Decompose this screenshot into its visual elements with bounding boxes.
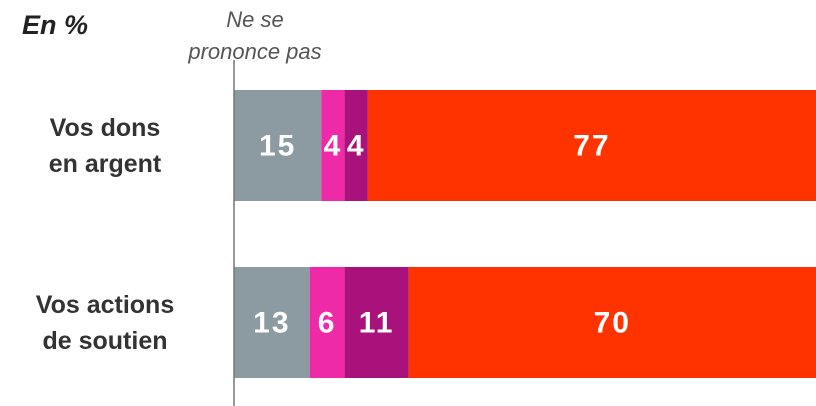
data-label: 70 bbox=[594, 306, 631, 339]
data-label: 4 bbox=[324, 129, 343, 162]
bar-segment bbox=[344, 90, 368, 201]
data-label: 4 bbox=[347, 129, 366, 162]
data-label: 15 bbox=[259, 129, 296, 162]
data-label: 6 bbox=[318, 306, 337, 339]
bar-segment bbox=[234, 90, 322, 201]
bar-segment bbox=[408, 267, 816, 378]
bar-segment bbox=[367, 90, 816, 201]
bar-segment bbox=[309, 267, 345, 378]
bar-segment bbox=[234, 267, 310, 378]
category-label: Vos dons en argent bbox=[48, 113, 162, 178]
data-label: 13 bbox=[253, 306, 290, 339]
series-label: Ne se prononce pas bbox=[188, 7, 322, 64]
category-label: Vos actions de soutien bbox=[35, 290, 175, 355]
bar-segment bbox=[321, 90, 345, 201]
bar-segment bbox=[344, 267, 409, 378]
data-label: 11 bbox=[359, 306, 395, 339]
chart-title: En % bbox=[22, 10, 89, 40]
data-label: 77 bbox=[573, 129, 610, 162]
